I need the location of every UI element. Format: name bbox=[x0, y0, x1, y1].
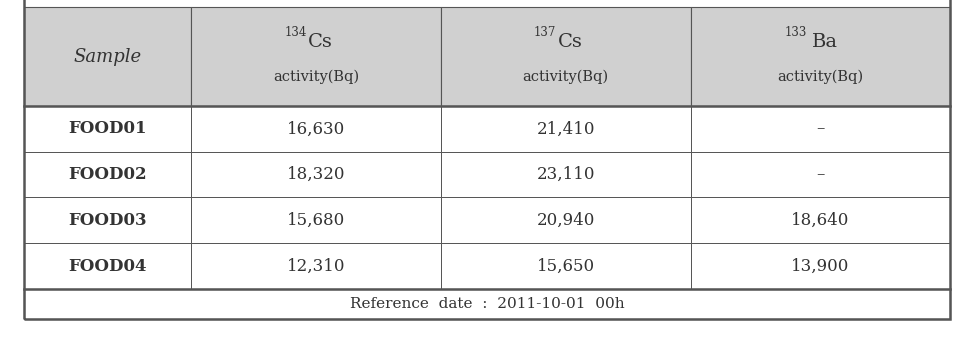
Text: FOOD03: FOOD03 bbox=[68, 212, 147, 229]
Text: 13,900: 13,900 bbox=[791, 258, 849, 275]
Bar bbox=[24, 106, 191, 152]
Text: Reference  date  :  2011-10-01  00h: Reference date : 2011-10-01 00h bbox=[350, 297, 624, 311]
Text: 21,410: 21,410 bbox=[537, 120, 595, 138]
Bar bbox=[24, 197, 191, 243]
Bar bbox=[440, 106, 691, 152]
Text: 12,310: 12,310 bbox=[286, 258, 345, 275]
Bar bbox=[691, 243, 950, 289]
Bar bbox=[440, 243, 691, 289]
Text: 137: 137 bbox=[534, 26, 556, 39]
Text: 16,630: 16,630 bbox=[286, 120, 345, 138]
Text: 18,320: 18,320 bbox=[286, 166, 345, 183]
Bar bbox=[24, 7, 191, 106]
Bar bbox=[24, 289, 950, 319]
Bar bbox=[440, 197, 691, 243]
Bar bbox=[691, 152, 950, 197]
Text: 20,940: 20,940 bbox=[537, 212, 595, 229]
Bar bbox=[440, 152, 691, 197]
Text: Ba: Ba bbox=[812, 33, 838, 51]
Text: 23,110: 23,110 bbox=[537, 166, 595, 183]
Text: Cs: Cs bbox=[308, 33, 333, 51]
Text: Sample: Sample bbox=[74, 48, 141, 66]
Bar bbox=[440, 7, 691, 106]
Bar bbox=[24, 152, 191, 197]
Text: –: – bbox=[816, 120, 824, 138]
Bar bbox=[24, 243, 191, 289]
Bar bbox=[191, 152, 440, 197]
Bar bbox=[191, 243, 440, 289]
Text: –: – bbox=[816, 166, 824, 183]
Text: FOOD02: FOOD02 bbox=[68, 166, 147, 183]
Bar bbox=[691, 7, 950, 106]
Bar bbox=[691, 106, 950, 152]
Bar bbox=[191, 7, 440, 106]
Text: Cs: Cs bbox=[558, 33, 583, 51]
Bar bbox=[191, 106, 440, 152]
Text: activity(Bq): activity(Bq) bbox=[523, 69, 609, 84]
Text: FOOD04: FOOD04 bbox=[68, 258, 147, 275]
Text: FOOD01: FOOD01 bbox=[68, 120, 147, 138]
Text: 133: 133 bbox=[785, 26, 806, 39]
Text: activity(Bq): activity(Bq) bbox=[777, 69, 863, 84]
Text: 134: 134 bbox=[284, 26, 307, 39]
Text: activity(Bq): activity(Bq) bbox=[273, 69, 358, 84]
Bar bbox=[691, 197, 950, 243]
Text: 15,650: 15,650 bbox=[537, 258, 595, 275]
Text: 18,640: 18,640 bbox=[791, 212, 849, 229]
Text: 15,680: 15,680 bbox=[286, 212, 345, 229]
Bar bbox=[191, 197, 440, 243]
